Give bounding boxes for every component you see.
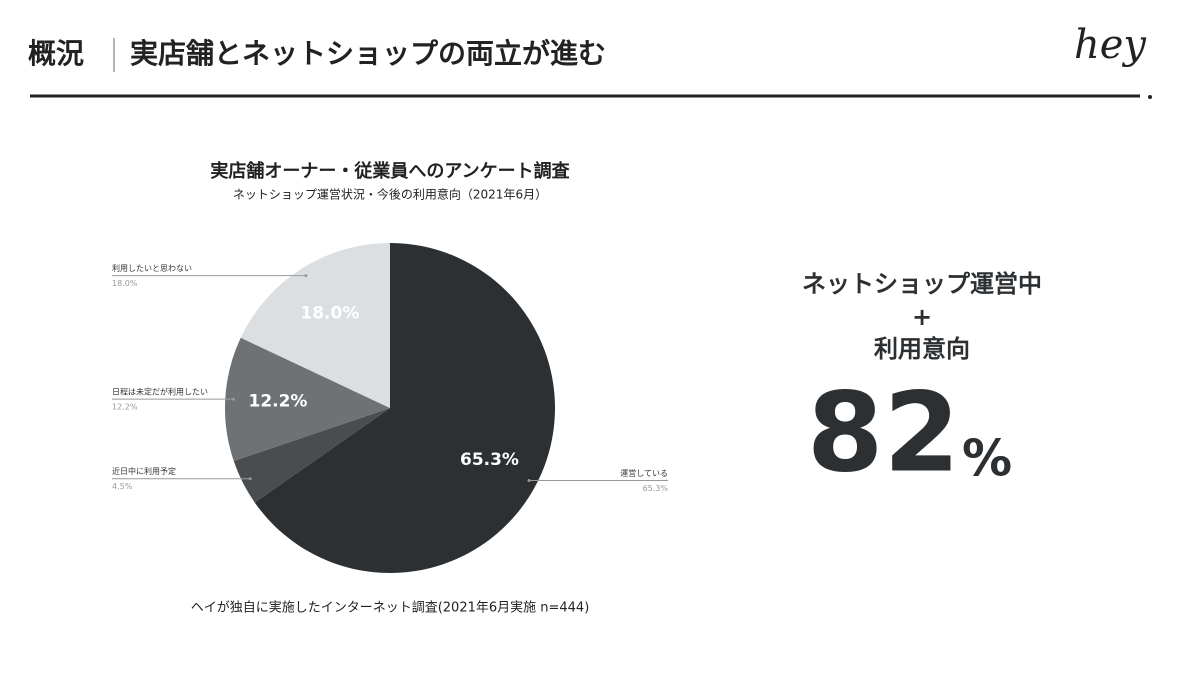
chart-title: 実店舗オーナー・従業員へのアンケート調査 bbox=[210, 160, 569, 182]
leader-dot bbox=[232, 397, 236, 401]
legend-label: 運営している bbox=[620, 468, 668, 478]
pie-slice bbox=[233, 408, 390, 503]
highlight-line: ネットショップ運営中 bbox=[802, 270, 1042, 298]
pie-slice bbox=[254, 243, 555, 573]
legend-value: 65.3% bbox=[643, 484, 669, 493]
page-title: 実店舗とネットショップの両立が進む bbox=[130, 37, 606, 70]
highlight-unit: % bbox=[962, 430, 1012, 488]
highlight-line: 利用意向 bbox=[874, 335, 970, 363]
legend-label: 利用したいと思わない bbox=[112, 263, 192, 273]
logo: hey bbox=[1074, 22, 1147, 68]
slice-label: 65.3% bbox=[460, 450, 519, 470]
chart-note: ヘイが独自に実施したインターネット調査(2021年6月実施 n=444) bbox=[191, 600, 590, 616]
pie-slice bbox=[240, 243, 390, 408]
leader-dot bbox=[304, 274, 308, 278]
slice-label: 12.2% bbox=[248, 392, 307, 412]
legend-value: 12.2% bbox=[112, 403, 138, 412]
pie-slice bbox=[224, 337, 390, 461]
section-title: 概況 bbox=[28, 37, 84, 70]
legend-value: 4.5% bbox=[112, 482, 133, 491]
legend-value: 18.0% bbox=[112, 279, 138, 288]
rule-dot bbox=[1148, 95, 1152, 99]
chart-subtitle: ネットショップ運営状況・今後の利用意向（2021年6月） bbox=[233, 187, 547, 202]
leader-dot bbox=[527, 478, 531, 482]
slice-label: 18.0% bbox=[300, 303, 359, 323]
legend-label: 近日中に利用予定 bbox=[112, 466, 176, 476]
legend-label: 日程は未定だが利用したい bbox=[112, 387, 208, 397]
leader-dot bbox=[248, 477, 252, 481]
highlight-value: 82 bbox=[807, 368, 960, 496]
highlight-line: + bbox=[912, 303, 932, 331]
